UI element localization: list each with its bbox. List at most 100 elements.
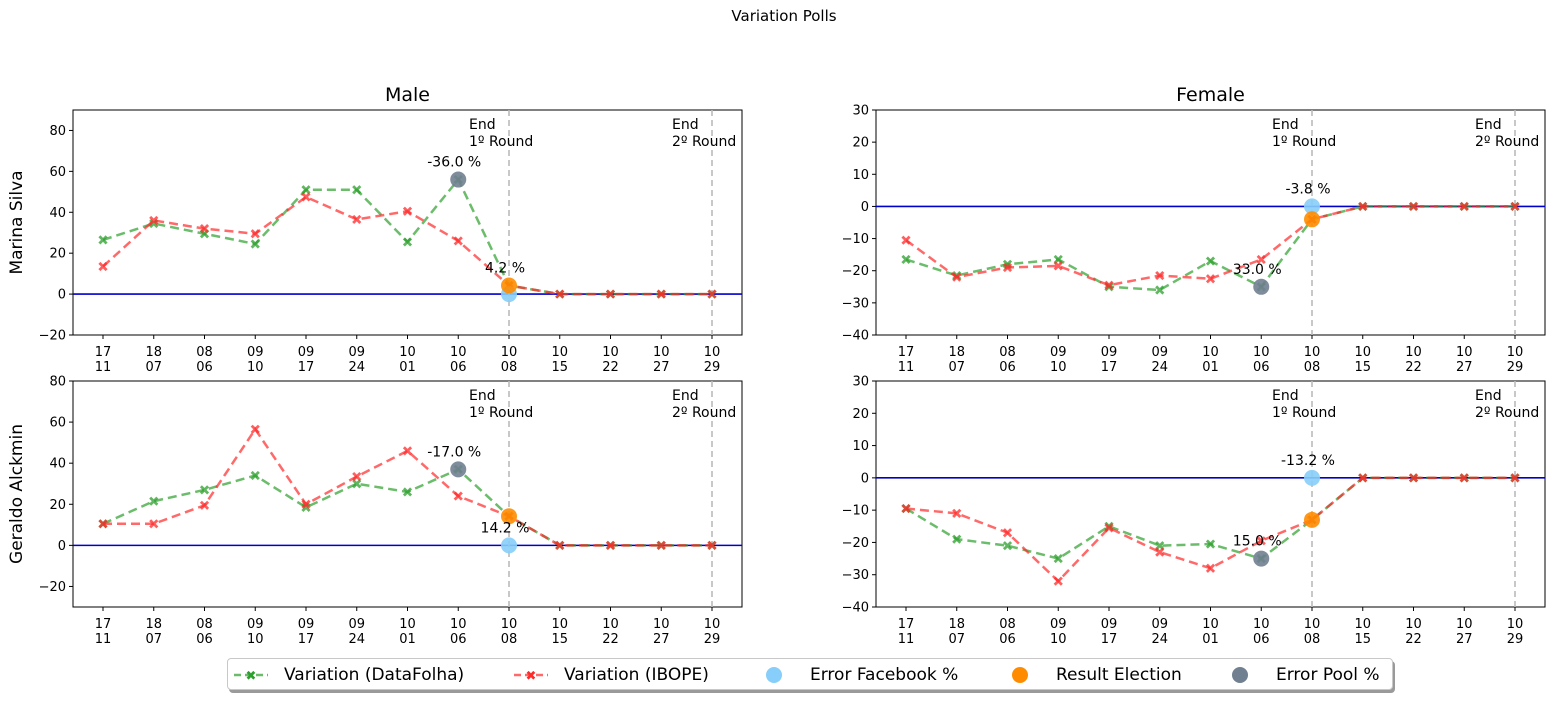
x-tick-label: 10: [1253, 617, 1270, 632]
x-tick-label: 11: [898, 632, 915, 647]
series-datafolha-point: [402, 237, 413, 247]
y-tick-label: −30: [842, 568, 869, 583]
series-ibope-point: [1510, 473, 1520, 483]
x-tick-label: 22: [602, 632, 619, 647]
round-label: 2º Round: [1475, 134, 1539, 150]
series-datafolha-point: [402, 487, 413, 497]
y-tick-label: 40: [49, 206, 66, 221]
series-ibope-point: [199, 224, 210, 234]
x-tick-label: 09: [247, 617, 264, 632]
series-ibope-point: [555, 540, 565, 550]
x-tick-label: 18: [948, 345, 965, 360]
legend-item-pool: Error Pool %: [1224, 659, 1380, 691]
round-label: 1º Round: [1272, 134, 1336, 150]
x-tick-label: 08: [1304, 360, 1321, 375]
x-tick-label: 09: [1101, 345, 1118, 360]
x-tick-label: 24: [348, 360, 365, 375]
series-datafolha-point: [149, 496, 159, 506]
series-ibope-point: [149, 215, 159, 226]
y-axis-label: Geraldo Alckmin: [7, 424, 27, 564]
x-tick-label: 10: [1304, 345, 1321, 360]
series-datafolha-point: [199, 485, 210, 495]
series-ibope-point: [250, 229, 260, 239]
x-tick-label: 09: [1050, 345, 1067, 360]
x-tick-label: 15: [1354, 632, 1371, 647]
x-tick-label: 24: [1151, 360, 1168, 375]
y-tick-label: −20: [39, 329, 66, 344]
legend: ✖ Variation (DataFolha) ✖ Variation (IBO…: [227, 658, 1393, 690]
series-ibope-point: [1002, 528, 1013, 538]
round-label: End: [1272, 117, 1299, 133]
x-tick-label: 10: [653, 345, 670, 360]
round-label: 2º Round: [672, 405, 736, 421]
x-tick-label: 15: [1354, 360, 1371, 375]
x-tick-label: 09: [1050, 617, 1067, 632]
series-ibope-point: [901, 503, 911, 514]
y-tick-label: 0: [861, 471, 869, 486]
series-datafolha-point: [952, 534, 962, 544]
legend-label-datafolha: Variation (DataFolha): [284, 665, 465, 685]
legend-item-ibope: ✖ Variation (IBOPE): [512, 659, 709, 691]
series-ibope-point: [1104, 280, 1114, 290]
y-tick-label: 10: [852, 168, 869, 183]
x-tick-label: 17: [95, 617, 112, 632]
x-tick-label: 10: [551, 617, 568, 632]
plot-area: [73, 381, 742, 607]
result-election-point: [1304, 511, 1320, 528]
x-tick-label: 10: [1050, 360, 1067, 375]
x-tick-label: 08: [999, 345, 1016, 360]
x-tick-label: 10: [247, 360, 264, 375]
y-tick-label: 30: [852, 104, 869, 119]
plot-area: [876, 381, 1545, 607]
round-label: 1º Round: [469, 405, 533, 421]
y-tick-label: 10: [852, 439, 869, 454]
x-tick-label: 01: [1202, 360, 1219, 375]
x-tick-label: 22: [602, 360, 619, 375]
series-ibope-point: [901, 235, 911, 245]
x-tick-label: 10: [1405, 345, 1422, 360]
x-tick-label: 09: [1101, 617, 1118, 632]
round-label: 1º Round: [1272, 405, 1336, 421]
x-tick-label: 08: [501, 632, 518, 647]
series-ibope-point: [707, 289, 717, 299]
y-tick-label: 60: [49, 165, 66, 180]
y-tick-label: −20: [39, 580, 66, 595]
result-election-point: [1304, 211, 1320, 228]
x-tick-label: 15: [551, 632, 568, 647]
legend-item-result: Result Election: [1004, 659, 1182, 691]
axes-frame: [72, 380, 743, 608]
series-ibope-point: [301, 192, 311, 202]
svg-text:✖: ✖: [246, 669, 257, 684]
x-tick-label: 11: [95, 632, 112, 647]
x-tick-label: 27: [653, 360, 670, 375]
x-tick-label: 10: [1050, 632, 1067, 647]
annotation-label: -13.2 %: [1281, 453, 1335, 469]
x-tick-label: 24: [348, 632, 365, 647]
series-ibope-point: [402, 446, 413, 456]
legend-marker-pool: [1232, 667, 1248, 683]
y-tick-label: 20: [852, 407, 869, 422]
x-tick-label: 10: [704, 617, 721, 632]
x-tick-label: 18: [145, 617, 162, 632]
series-ibope-point: [149, 519, 159, 529]
x-tick-label: 10: [704, 345, 721, 360]
x-tick-label: 18: [948, 617, 965, 632]
series-ibope-point: [1155, 270, 1165, 281]
x-tick-label: 06: [196, 632, 213, 647]
y-tick-label: −20: [842, 264, 869, 279]
round-label: End: [1475, 388, 1502, 404]
y-tick-label: 20: [49, 498, 66, 513]
x-tick-label: 18: [145, 345, 162, 360]
series-ibope-point: [1459, 201, 1469, 212]
x-tick-label: 07: [948, 632, 965, 647]
y-tick-label: −10: [842, 504, 869, 519]
panel-title: Female: [1176, 84, 1245, 106]
x-tick-label: 11: [898, 360, 915, 375]
series-ibope-line: [905, 205, 1515, 287]
legend-marker-datafolha: ✖: [234, 669, 268, 684]
x-tick-label: 10: [1354, 345, 1371, 360]
y-tick-label: 60: [49, 416, 66, 431]
series-ibope-point: [301, 499, 311, 509]
legend-item-datafolha: ✖ Variation (DataFolha): [232, 659, 464, 691]
y-tick-label: −30: [842, 296, 869, 311]
